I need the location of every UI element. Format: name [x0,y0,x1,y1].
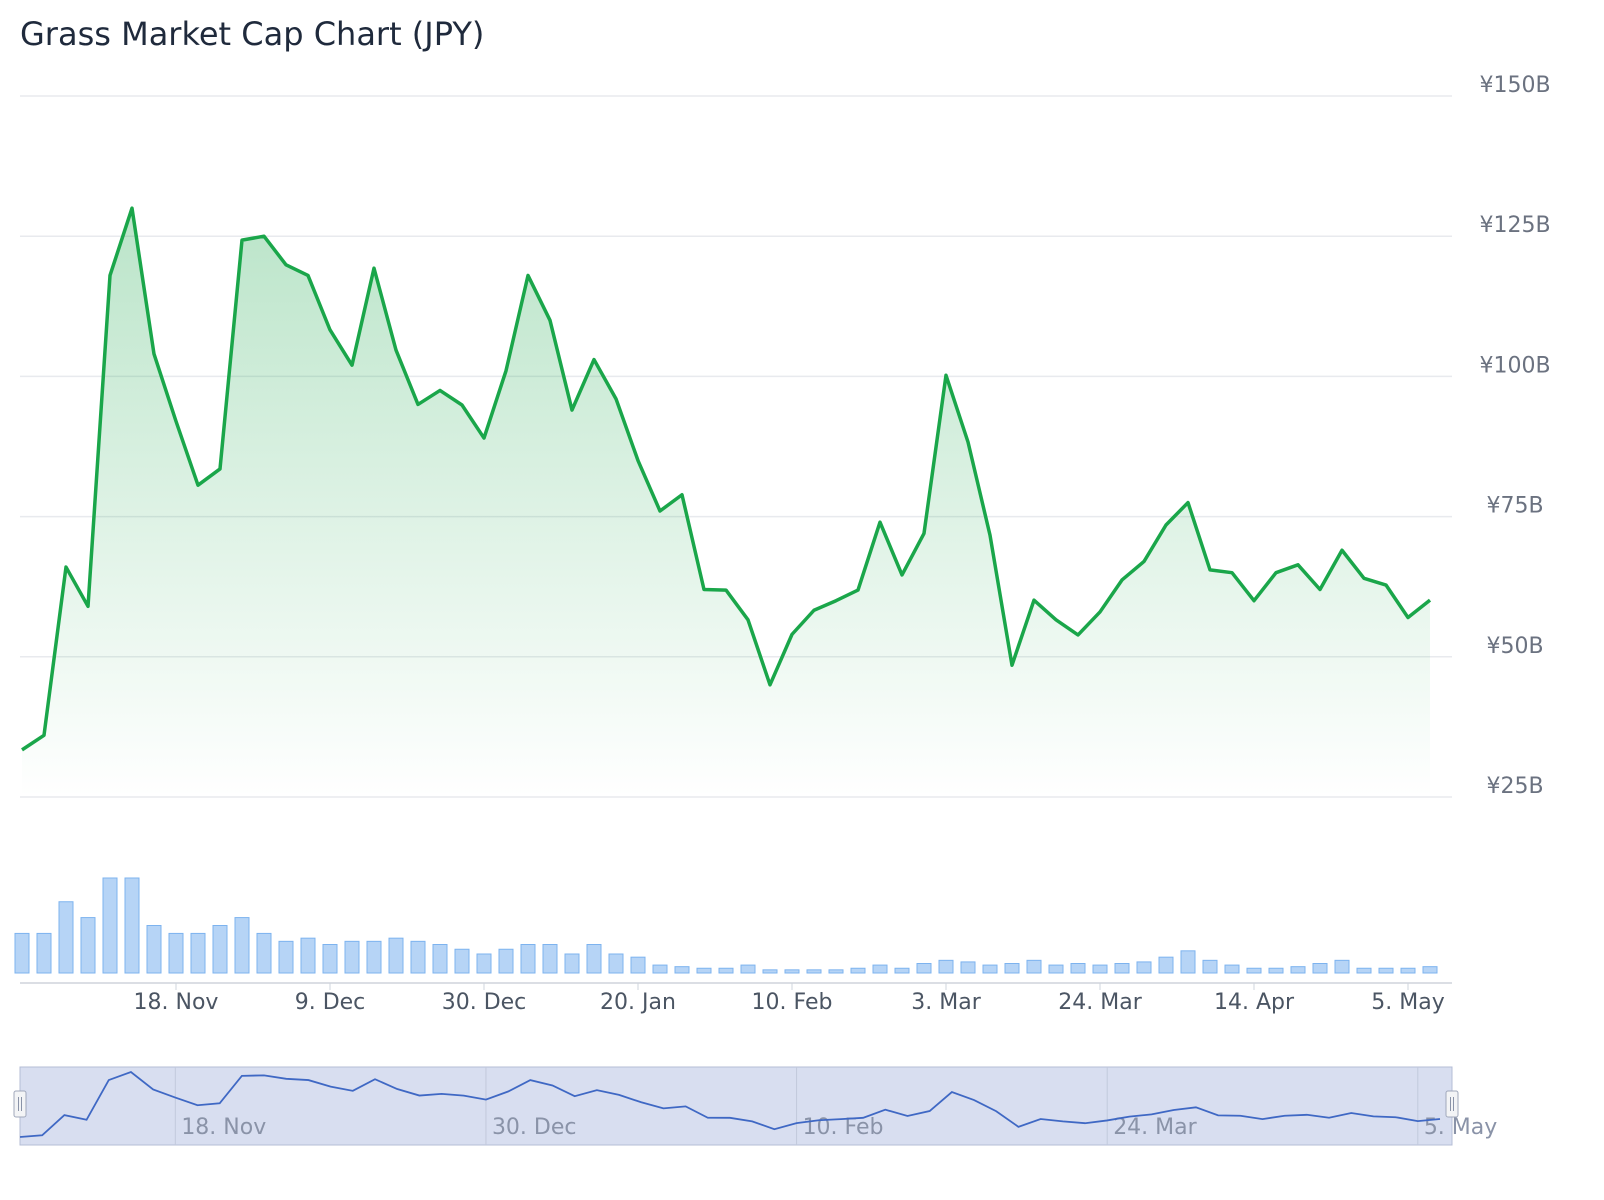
y-tick-label: ¥75B [1486,494,1543,519]
volume-bar [190,932,206,974]
volume-bar [982,964,998,974]
volume-bar [520,944,536,974]
volume-bar [1246,967,1262,974]
volume-bar [1334,959,1350,974]
volume-bar [674,966,690,974]
navigator-handle[interactable] [1445,1090,1459,1118]
navigator-label: 24. Mar [1113,1115,1197,1140]
y-tick-label: ¥125B [1479,213,1550,238]
volume-bar [652,964,668,974]
x-tick-label: 5. May [1371,990,1444,1015]
y-tick-label: ¥100B [1479,353,1550,378]
volume-bar [146,925,162,974]
volume-bar [1026,959,1042,974]
volume-bar [718,967,734,974]
volume-bar [476,953,492,974]
volume-bar [1070,963,1086,974]
volume-bar [58,901,74,974]
navigator-handle[interactable] [13,1090,27,1118]
volume-bar [212,925,228,974]
volume-bar [762,969,778,974]
x-tick-label: 24. Mar [1058,990,1142,1015]
volume-bar [80,917,96,974]
volume-bar [850,967,866,974]
volume-bar [1268,967,1284,974]
volume-bar [960,961,976,974]
volume-bar [916,963,932,974]
volume-bar [278,940,294,974]
volume-bar [344,940,360,974]
volume-bar [498,948,514,974]
y-tick-label: ¥25B [1486,774,1543,799]
volume-bar [828,969,844,974]
navigator-label: 30. Dec [492,1115,577,1140]
volume-bar [432,944,448,974]
volume-bar [872,964,888,974]
volume-bar [938,959,954,974]
area [22,208,1430,797]
volume-bar [410,940,426,974]
volume-bar [124,877,140,974]
volume-bar [1004,963,1020,974]
volume-bar [1400,967,1416,974]
volume-bar [388,937,404,974]
volume-bar [14,932,30,974]
navigator-line [19,1070,1441,1138]
volume-bar [740,964,756,974]
y-tick-label: ¥50B [1486,634,1543,659]
volume-bar [36,932,52,974]
volume-bar [1312,963,1328,974]
volume-bar [366,940,382,974]
volume-bar [806,969,822,974]
volume-bar [256,932,272,974]
x-tick-label: 14. Apr [1214,990,1295,1015]
volume-bar [1092,964,1108,974]
y-tick-label: ¥150B [1479,73,1550,98]
volume-bar [608,953,624,974]
volume-bar [1378,967,1394,974]
volume-bar [102,877,118,974]
volume-bar [1356,967,1372,974]
volume-bar [1114,963,1130,974]
volume-bar [1422,966,1438,974]
volume-bar [234,917,250,974]
volume-bar [564,953,580,974]
navigator-label: 18. Nov [181,1115,266,1140]
volume-bar [696,967,712,974]
x-tick-label: 30. Dec [442,990,527,1015]
volume-bar [322,944,338,974]
volume-bar [1202,959,1218,974]
x-tick-label: 10. Feb [752,990,833,1015]
volume-bar [1136,961,1152,974]
x-tick-label: 20. Jan [600,990,676,1015]
x-tick-label: 9. Dec [295,990,366,1015]
line [21,206,1432,752]
x-tick-label: 18. Nov [134,990,219,1015]
x-tick-label: 3. Mar [911,990,981,1015]
volume-bar [542,944,558,974]
chart-title: Grass Market Cap Chart (JPY) [20,15,484,53]
volume-bar [894,967,910,974]
volume-bar [784,969,800,974]
volume-bar [1158,956,1174,974]
volume-bar [300,937,316,974]
volume-bar [630,956,646,974]
volume-bar [1048,964,1064,974]
volume-bar [586,944,602,974]
navigator[interactable] [19,1066,1453,1146]
volume-bar [1224,964,1240,974]
volume-bar [168,932,184,974]
volume-bar [454,948,470,974]
volume-bar [1290,966,1306,974]
volume-bar [1180,950,1196,974]
